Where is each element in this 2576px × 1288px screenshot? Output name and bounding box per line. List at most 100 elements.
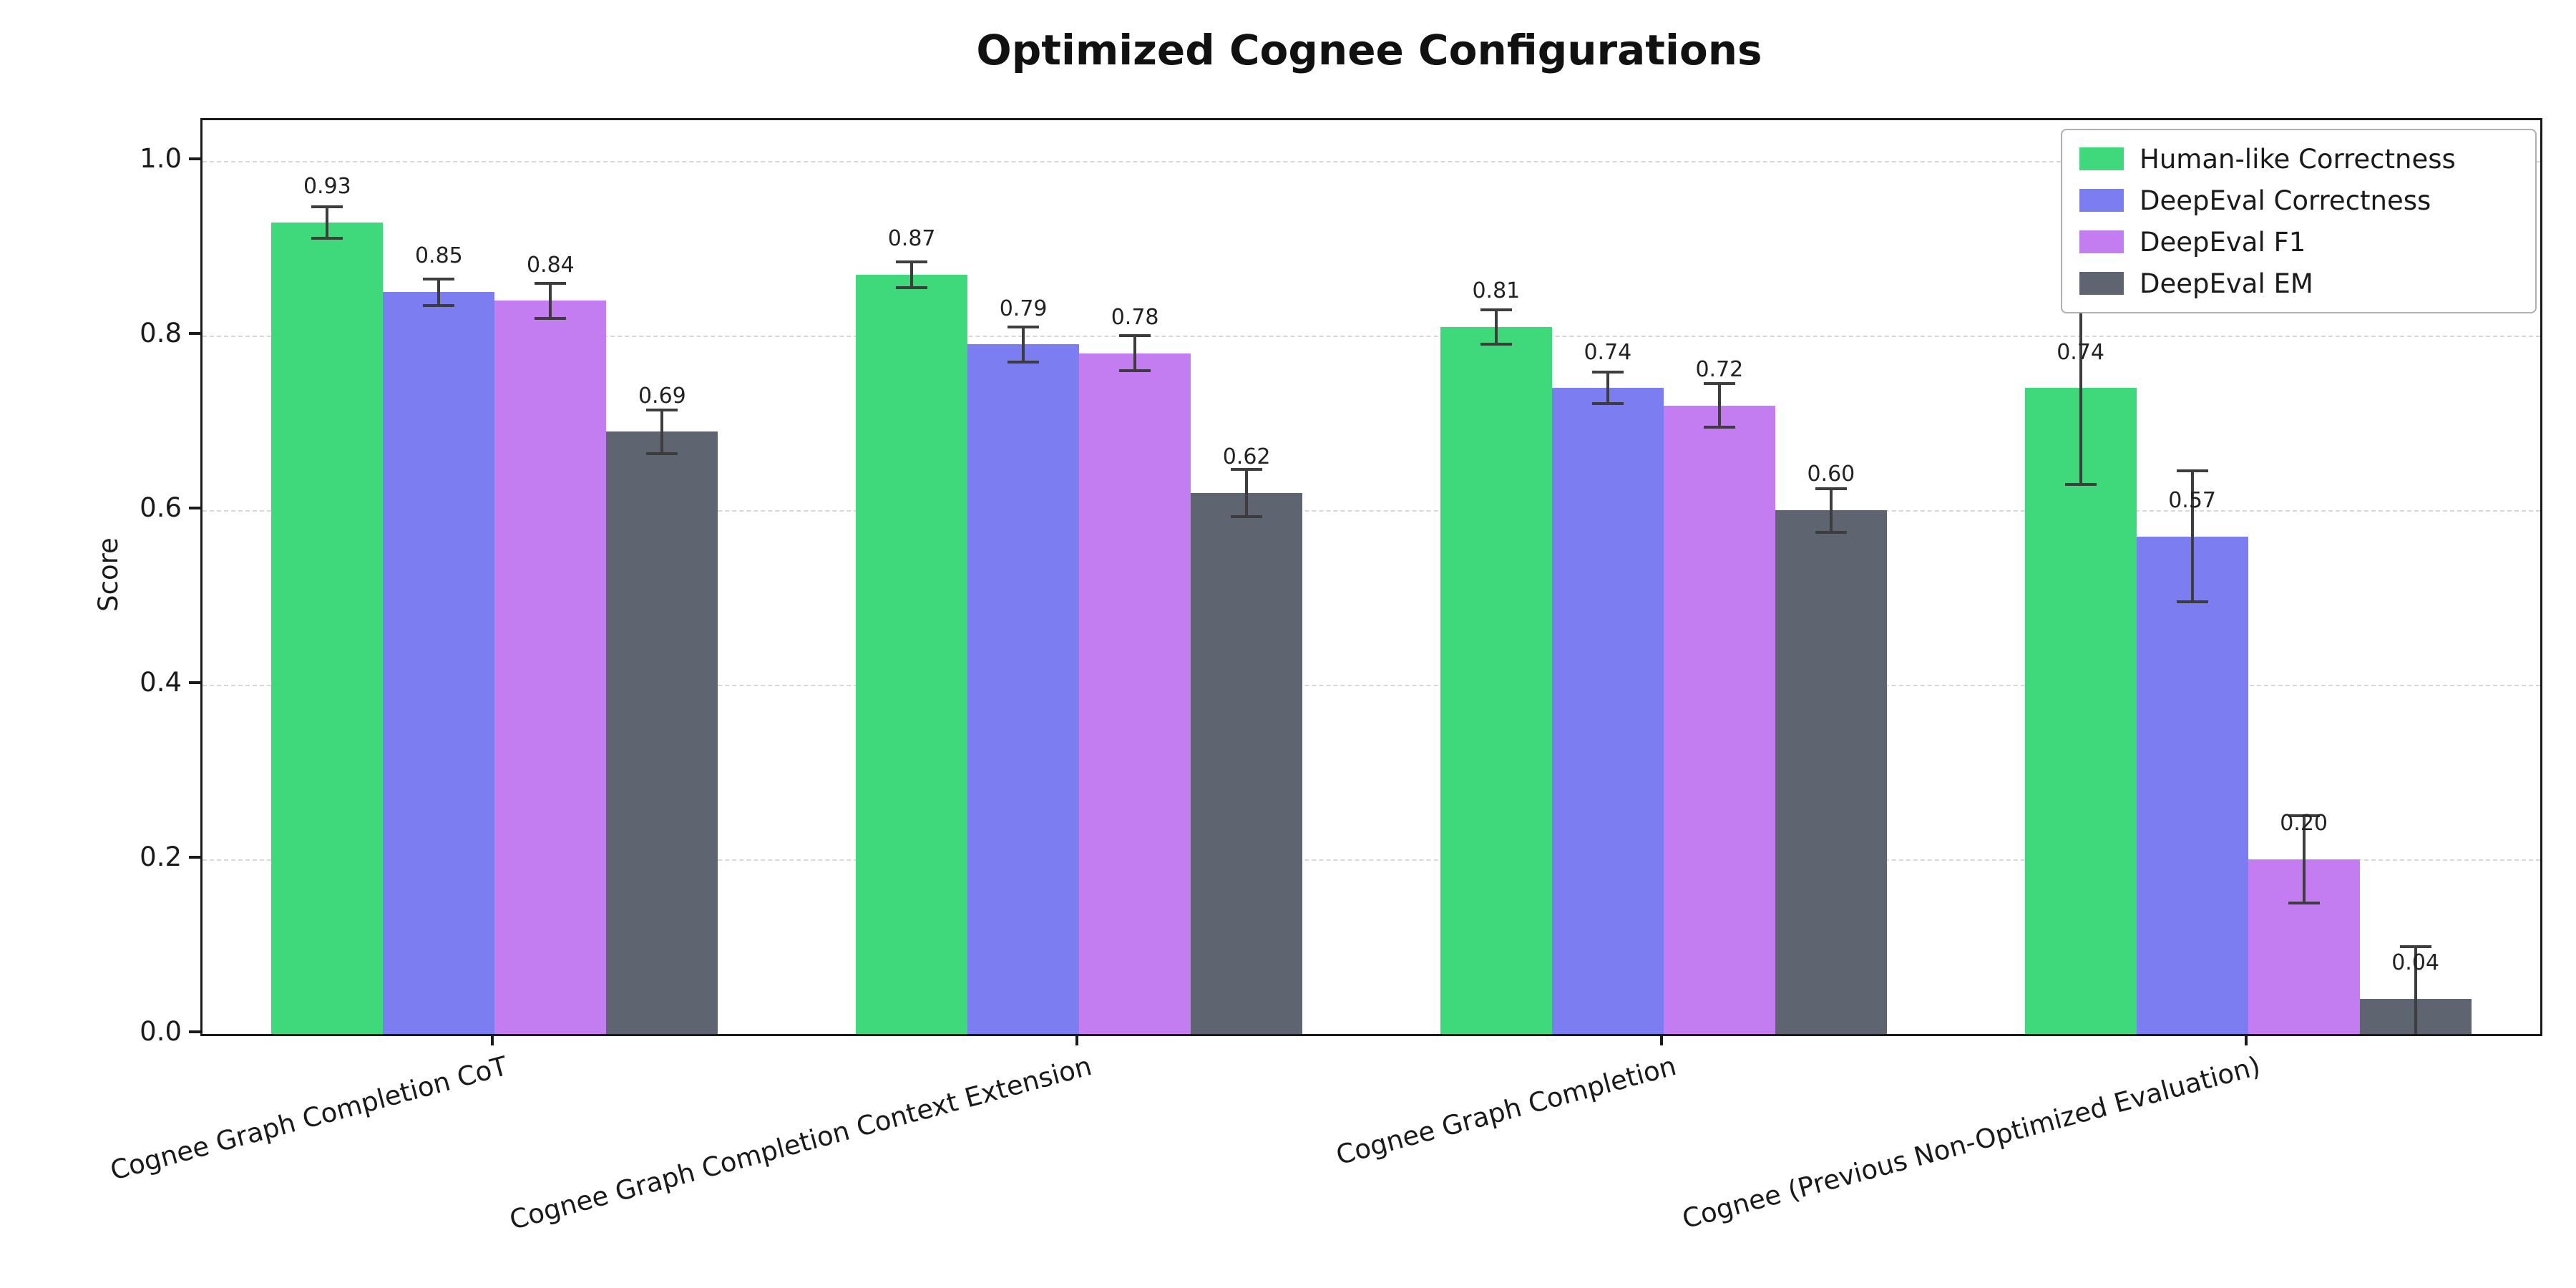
bar — [2024, 388, 2137, 1034]
error-bar-cap-bottom — [896, 286, 928, 290]
error-bar-cap-bottom — [2176, 600, 2208, 604]
y-axis-label: Score — [93, 537, 124, 612]
x-tick-label: Cognee (Previous Non-Optimized Evaluatio… — [1679, 1050, 2264, 1235]
x-tick-label: Cognee Graph Completion Context Extensio… — [506, 1050, 1096, 1236]
error-bar-cap-top — [1231, 467, 1263, 471]
gridline — [203, 336, 2540, 338]
gridline — [203, 859, 2540, 862]
x-tick-mark — [1075, 1034, 1079, 1045]
error-bar-cap-top — [423, 277, 455, 280]
value-label: 0.57 — [2168, 487, 2217, 513]
bar — [856, 274, 968, 1034]
error-bar-cap-bottom — [1703, 426, 1735, 429]
bar — [383, 292, 495, 1034]
bar — [494, 301, 607, 1034]
value-label: 0.74 — [2057, 339, 2105, 365]
legend-swatch — [2079, 230, 2124, 253]
y-tick-label: 0.6 — [140, 492, 182, 524]
value-label: 0.69 — [638, 383, 686, 409]
error-bar-cap-top — [646, 408, 678, 411]
value-label: 0.85 — [414, 243, 463, 269]
error-bar-cap-bottom — [1231, 514, 1263, 518]
error-bar-cap-top — [2176, 469, 2208, 473]
error-bar — [1494, 309, 1498, 345]
error-bar-cap-top — [311, 205, 343, 208]
value-label: 0.62 — [1222, 444, 1271, 469]
y-tick-mark — [189, 332, 200, 336]
bar — [2136, 536, 2248, 1034]
value-label: 0.74 — [1584, 339, 1632, 365]
error-bar — [660, 409, 664, 454]
legend-swatch — [2079, 272, 2124, 295]
error-bar — [2190, 471, 2194, 602]
y-tick-label: 0.0 — [140, 1016, 182, 1047]
y-tick-mark — [189, 1030, 200, 1033]
value-label: 0.81 — [1472, 278, 1521, 304]
error-bar-cap-bottom — [1008, 360, 1040, 364]
error-bar — [1606, 372, 1609, 404]
bar — [1663, 405, 1775, 1034]
error-bar-cap-top — [896, 260, 928, 263]
error-bar-cap-bottom — [311, 236, 343, 240]
error-bar-cap-top — [1480, 308, 1512, 311]
error-bar-cap-bottom — [1591, 402, 1624, 406]
error-bar-cap-bottom — [646, 452, 678, 455]
value-label: 0.20 — [2280, 811, 2328, 836]
error-bar-cap-bottom — [2064, 482, 2097, 486]
value-label: 0.04 — [2391, 950, 2440, 976]
x-tick-mark — [1659, 1034, 1663, 1045]
error-bar-cap-top — [1815, 487, 1847, 490]
bar — [1191, 492, 1303, 1034]
legend: Human-like Correctness DeepEval Correctne… — [2061, 129, 2537, 313]
error-bar — [2414, 947, 2417, 1034]
error-bar — [549, 283, 552, 318]
error-bar — [2302, 816, 2306, 904]
error-bar — [1022, 327, 1025, 362]
x-tick-mark — [491, 1034, 494, 1045]
y-tick-mark — [189, 507, 200, 510]
error-bar-cap-top — [2399, 945, 2431, 949]
error-bar-cap-bottom — [423, 303, 455, 307]
legend-swatch — [2079, 189, 2124, 212]
legend-item: DeepEval F1 — [2079, 226, 2518, 258]
x-tick-label: Cognee Graph Completion CoT — [107, 1050, 511, 1186]
legend-item: DeepEval Correctness — [2079, 185, 2518, 216]
bar — [606, 431, 718, 1034]
gridline — [203, 510, 2540, 512]
error-bar-cap-bottom — [535, 316, 567, 320]
value-label: 0.93 — [303, 173, 351, 199]
error-bar — [326, 206, 329, 238]
error-bar — [910, 261, 914, 288]
error-bar-cap-bottom — [1815, 530, 1847, 534]
value-label: 0.79 — [999, 296, 1048, 321]
value-label: 0.84 — [526, 252, 575, 278]
x-tick-label: Cognee Graph Completion — [1332, 1050, 1680, 1171]
y-tick-label: 0.4 — [140, 667, 182, 698]
value-label: 0.72 — [1695, 357, 1744, 383]
bar — [1079, 353, 1191, 1034]
x-tick-mark — [2244, 1034, 2248, 1045]
error-bar — [1717, 384, 1721, 428]
y-tick-mark — [189, 681, 200, 685]
error-bar-cap-bottom — [1119, 369, 1151, 373]
y-tick-mark — [189, 856, 200, 859]
y-tick-label: 0.2 — [140, 841, 182, 873]
bar — [1551, 388, 1664, 1034]
legend-label: DeepEval EM — [2140, 268, 2313, 299]
legend-swatch — [2079, 147, 2124, 170]
chart-title: Optimized Cognee Configurations — [976, 26, 1762, 74]
y-tick-mark — [189, 157, 200, 161]
y-tick-label: 0.8 — [140, 318, 182, 349]
error-bar — [1245, 469, 1249, 517]
error-bar-cap-top — [535, 282, 567, 286]
error-bar-cap-top — [1008, 326, 1040, 329]
legend-item: Human-like Correctness — [2079, 143, 2518, 175]
error-bar — [2079, 292, 2082, 484]
error-bar — [437, 278, 441, 306]
gridline — [203, 685, 2540, 687]
gridline — [203, 161, 2540, 163]
legend-label: DeepEval Correctness — [2140, 185, 2431, 216]
error-bar-cap-top — [1591, 371, 1624, 374]
error-bar — [1133, 336, 1137, 371]
